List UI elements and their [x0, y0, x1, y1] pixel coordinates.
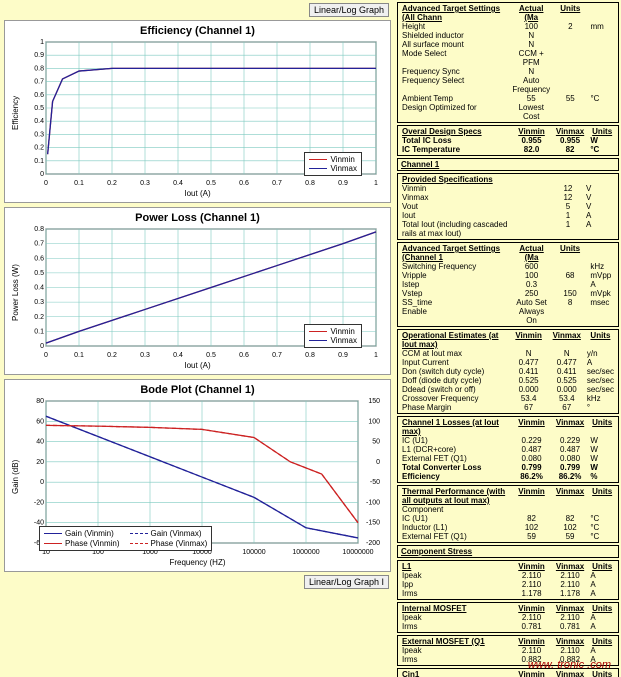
svg-text:150: 150: [368, 398, 380, 405]
svg-text:0.6: 0.6: [34, 92, 44, 99]
svg-text:0.9: 0.9: [338, 180, 348, 187]
data-panel: Internal MOSFETVinminVinmaxUnitsIpeak2.1…: [397, 602, 619, 633]
data-panel: Provided SpecificationsVinmin12VVinmax12…: [397, 173, 619, 240]
svg-text:60: 60: [36, 418, 44, 425]
svg-text:0.7: 0.7: [34, 79, 44, 86]
svg-text:0.7: 0.7: [34, 241, 44, 248]
x-axis-label: Iout (A): [9, 189, 386, 198]
y-axis-label: Power Loss (W): [9, 225, 22, 360]
svg-text:0.2: 0.2: [34, 145, 44, 152]
chart-title: Bode Plot (Channel 1): [9, 384, 386, 396]
svg-text:0.8: 0.8: [305, 180, 315, 187]
data-panel: Overal Design SpecsVinminVinmaxUnitsTota…: [397, 125, 619, 156]
chart-legend: Gain (Vinmin)Gain (Vinmax)Phase (Vinmin)…: [39, 526, 212, 551]
data-panel: Cin1VinminVinmaxUnitsIrms0.8540.854A: [397, 668, 619, 677]
linear-log-button[interactable]: Linear/Log Graph: [309, 3, 389, 17]
data-panel: L1VinminVinmaxUnitsIpeak2.1102.110AIpp2.…: [397, 560, 619, 600]
svg-text:0.7: 0.7: [272, 180, 282, 187]
chart-legend: VinminVinmax: [304, 324, 362, 348]
svg-text:0: 0: [44, 352, 48, 359]
svg-text:0: 0: [40, 171, 44, 178]
svg-text:-100: -100: [366, 499, 380, 506]
svg-text:0.8: 0.8: [34, 226, 44, 233]
svg-text:20: 20: [36, 459, 44, 466]
svg-text:0.4: 0.4: [34, 285, 44, 292]
svg-text:0.3: 0.3: [34, 131, 44, 138]
svg-text:0.4: 0.4: [173, 352, 183, 359]
y-axis-label: Efficiency: [9, 38, 22, 188]
component-stress-header: Component Stress: [397, 545, 619, 558]
svg-text:0.8: 0.8: [305, 352, 315, 359]
svg-text:50: 50: [372, 439, 380, 446]
svg-text:100000: 100000: [242, 549, 265, 556]
svg-text:0.6: 0.6: [239, 352, 249, 359]
svg-text:0.5: 0.5: [206, 180, 216, 187]
data-panel: Thermal Performance (with all outputs at…: [397, 485, 619, 543]
svg-text:1: 1: [374, 352, 378, 359]
svg-text:0.6: 0.6: [239, 180, 249, 187]
svg-text:0.5: 0.5: [34, 270, 44, 277]
svg-text:1: 1: [374, 180, 378, 187]
x-axis-label: Frequency (HZ): [9, 558, 386, 567]
svg-text:0.1: 0.1: [74, 180, 84, 187]
svg-text:0: 0: [44, 180, 48, 187]
svg-text:0.1: 0.1: [34, 158, 44, 165]
x-axis-label: Iout (A): [9, 361, 386, 370]
svg-text:0: 0: [376, 459, 380, 466]
svg-text:0.6: 0.6: [34, 255, 44, 262]
data-panel: Advanced Target Settings (All ChannActua…: [397, 2, 619, 123]
svg-text:0.5: 0.5: [206, 352, 216, 359]
svg-text:0.5: 0.5: [34, 105, 44, 112]
svg-text:100: 100: [368, 418, 380, 425]
svg-text:0.1: 0.1: [74, 352, 84, 359]
bode-chart: Bode Plot (Channel 1) Gain (dB) 10100100…: [4, 379, 391, 572]
svg-text:0: 0: [40, 343, 44, 350]
svg-text:0.3: 0.3: [140, 180, 150, 187]
svg-text:-200: -200: [366, 540, 380, 547]
svg-text:0.8: 0.8: [34, 65, 44, 72]
svg-text:10000000: 10000000: [342, 549, 373, 556]
svg-text:80: 80: [36, 398, 44, 405]
svg-text:0.9: 0.9: [34, 52, 44, 59]
svg-text:0.1: 0.1: [34, 328, 44, 335]
data-panel: Advanced Target Settings (Channel 1Actua…: [397, 242, 619, 327]
data-panel: Channel 1 Losses (at Iout max)VinminVinm…: [397, 416, 619, 483]
svg-text:0.2: 0.2: [107, 352, 117, 359]
svg-text:0.3: 0.3: [140, 352, 150, 359]
data-panel: External MOSFET (Q1VinminVinmaxUnitsIpea…: [397, 635, 619, 666]
svg-text:0.4: 0.4: [34, 118, 44, 125]
svg-text:0.4: 0.4: [173, 180, 183, 187]
svg-text:-20: -20: [34, 499, 44, 506]
svg-text:-150: -150: [366, 520, 380, 527]
svg-text:40: 40: [36, 439, 44, 446]
data-panel: Operational Estimates (at Iout max)Vinmi…: [397, 329, 619, 414]
svg-text:0.3: 0.3: [34, 299, 44, 306]
svg-text:1000000: 1000000: [292, 549, 319, 556]
svg-text:1: 1: [40, 39, 44, 46]
efficiency-chart: Efficiency (Channel 1) Efficiency 0 0.1 0.…: [4, 20, 391, 203]
channel-header: Channel 1: [397, 158, 619, 171]
svg-text:-50: -50: [370, 479, 380, 486]
svg-text:0: 0: [40, 479, 44, 486]
y-axis-label: Gain (dB): [9, 397, 22, 557]
power-loss-chart: Power Loss (Channel 1) Power Loss (W) 00…: [4, 207, 391, 375]
chart-legend: VinminVinmax: [304, 152, 362, 176]
chart-title: Power Loss (Channel 1): [9, 212, 386, 224]
svg-text:0.7: 0.7: [272, 352, 282, 359]
chart-title: Efficiency (Channel 1): [9, 25, 386, 37]
svg-text:0.2: 0.2: [34, 314, 44, 321]
svg-text:0.2: 0.2: [107, 180, 117, 187]
linear-log-button-2[interactable]: Linear/Log Graph I: [304, 575, 389, 589]
svg-text:0.9: 0.9: [338, 352, 348, 359]
